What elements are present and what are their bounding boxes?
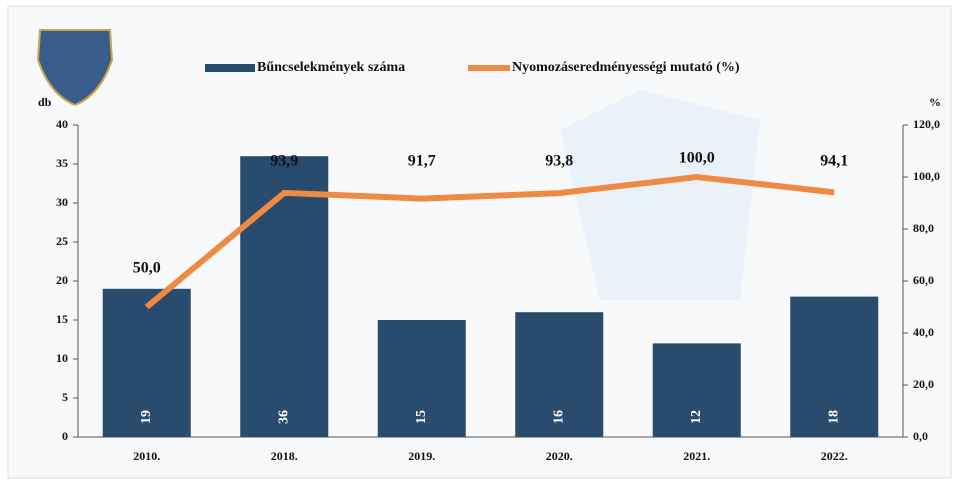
line-value-label: 91,7 [408, 153, 436, 170]
legend-label: Bűncselekmények száma [257, 60, 405, 75]
y2-tick-label: 20,0 [913, 377, 934, 391]
bar [790, 296, 879, 437]
y-tick-label: 35 [56, 156, 68, 170]
bar-value-label: 36 [276, 410, 291, 424]
bar [652, 343, 741, 437]
x-tick-label: 2020. [546, 449, 573, 463]
bar-value-label: 15 [414, 410, 429, 424]
line-value-label: 100,0 [679, 150, 715, 167]
y-axis-label: db [38, 95, 52, 109]
y2-tick-label: 40,0 [913, 325, 934, 339]
y-tick-label: 20 [56, 273, 68, 287]
line-value-label: 93,8 [545, 153, 573, 170]
y-tick-label: 10 [56, 351, 68, 365]
line-value-label: 93,9 [270, 153, 298, 170]
line-value-label: 94,1 [820, 153, 848, 170]
x-tick-label: 2019. [408, 449, 435, 463]
y-tick-label: 25 [56, 234, 68, 248]
background-building [560, 90, 760, 300]
logo [36, 29, 114, 107]
x-tick-label: 2021. [683, 449, 710, 463]
y2-axis-label: % [929, 95, 941, 109]
bar [377, 320, 466, 437]
bar [102, 288, 191, 437]
y2-tick-label: 120,0 [913, 117, 940, 131]
y-tick-label: 40 [56, 117, 68, 131]
y-tick-label: 15 [56, 312, 68, 326]
y-tick-label: 0 [62, 429, 68, 443]
y-tick-label: 5 [62, 390, 68, 404]
bar-value-label: 16 [551, 410, 566, 424]
x-tick-label: 2022. [821, 449, 848, 463]
legend-swatch [205, 64, 255, 72]
bar-value-label: 12 [689, 410, 704, 424]
y2-tick-label: 80,0 [913, 221, 934, 235]
line-value-label: 50,0 [133, 260, 161, 277]
y-tick-label: 30 [56, 195, 68, 209]
y2-tick-label: 100,0 [913, 169, 940, 183]
y2-tick-label: 0,0 [913, 429, 928, 443]
bar [515, 312, 604, 437]
y2-tick-label: 60,0 [913, 273, 934, 287]
x-tick-label: 2010. [133, 449, 160, 463]
bar-value-label: 19 [139, 410, 154, 424]
x-tick-label: 2018. [271, 449, 298, 463]
legend-label: Nyomozáseredményességi mutató (%) [512, 60, 740, 75]
bar [240, 156, 329, 437]
bar-value-label: 18 [826, 410, 841, 424]
line [144, 173, 835, 310]
